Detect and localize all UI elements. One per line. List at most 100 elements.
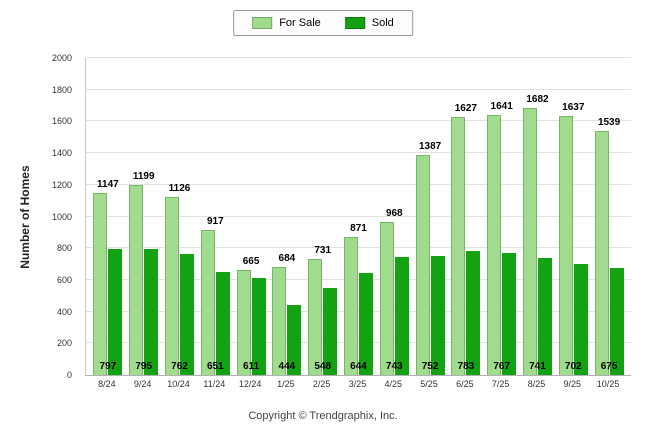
bar-for-sale (272, 266, 287, 375)
sold-value-label: 762 (171, 361, 188, 372)
bar-group: 1637 702 (555, 58, 591, 375)
for-sale-value-label: 1627 (454, 103, 477, 115)
bar-group: 665 611 (233, 58, 269, 375)
bar-sold (287, 304, 302, 375)
sold-value-label: 752 (421, 361, 439, 372)
gridline (86, 247, 631, 249)
x-tick-label: 8/24 (98, 379, 116, 389)
bar-for-sale (451, 117, 466, 375)
for-sale-value-label: 1147 (97, 179, 119, 191)
bar-sold (609, 268, 624, 375)
bar-for-sale (308, 259, 323, 375)
sold-value-label: 795 (135, 361, 153, 372)
x-tick-label: 2/25 (312, 379, 331, 389)
x-tick-label: 7/25 (491, 379, 510, 389)
for-sale-value-label: 1126 (168, 182, 191, 194)
bar-for-sale (164, 196, 179, 375)
plot-area: 1147 797 1199 795 1126 762 917 651 665 611 684 444 7… (85, 57, 631, 376)
y-tick-label: 800 (56, 243, 72, 254)
gridline (86, 278, 631, 280)
x-tick-label: 5/25 (420, 379, 438, 389)
bar-sold (179, 254, 194, 375)
bar-group: 731 548 (305, 58, 341, 375)
for-sale-value-label: 917 (206, 215, 224, 227)
bar-sold (108, 248, 123, 375)
y-axis-ticks: 0 200 400 600 800 1000 1200 1400 1600 1800 2000 (0, 53, 78, 380)
for-sale-value-label: 1387 (418, 141, 442, 153)
bar-group: 1126 762 (162, 58, 198, 375)
legend-item-for-sale: For Sale (252, 17, 321, 29)
for-sale-value-label: 1637 (562, 101, 585, 113)
y-tick-label: 1000 (51, 211, 72, 222)
bar-sold (144, 249, 159, 375)
gridline (86, 88, 631, 90)
x-tick-label: 9/24 (133, 379, 152, 389)
sold-value-label: 743 (385, 361, 403, 372)
bar-group: 871 644 (341, 58, 377, 375)
x-tick-label: 8/25 (527, 379, 546, 389)
x-axis-labels: 8/24 9/24 10/24 11/24 12/24 1/25 2/25 3/25 4/25 5… (85, 379, 630, 389)
sold-value-label: 797 (99, 361, 117, 372)
bar-group: 1641 767 (484, 58, 520, 375)
sold-value-label: 444 (278, 361, 296, 372)
for-sale-value-label: 1682 (526, 94, 549, 106)
sold-value-label: 611 (243, 361, 260, 372)
for-sale-value-label: 1199 (132, 170, 155, 182)
bar-group: 1387 752 (412, 58, 448, 375)
bar-sold (430, 255, 445, 375)
for-sale-value-label: 1539 (597, 117, 621, 129)
legend-for-sale-label: For Sale (279, 17, 321, 29)
gridline (86, 183, 631, 185)
x-tick-label: 9/25 (563, 379, 582, 389)
legend-item-sold: Sold (344, 17, 394, 29)
bar-for-sale (129, 184, 144, 375)
bar-for-sale (200, 229, 215, 375)
chart-legend: For Sale Sold (233, 10, 413, 36)
bar-groups: 1147 797 1199 795 1126 762 917 651 665 611 684 444 7… (86, 58, 631, 375)
y-tick-label: 600 (56, 274, 72, 285)
bar-sold (394, 257, 409, 375)
for-sale-value-label: 684 (278, 252, 296, 264)
bar-sold (502, 253, 517, 375)
bar-for-sale (415, 155, 430, 375)
bar-for-sale (487, 114, 502, 375)
sold-value-label: 548 (314, 361, 332, 372)
x-tick-label: 10/24 (167, 379, 190, 389)
bar-sold (466, 250, 481, 375)
bar-group: 1147 797 (90, 58, 126, 375)
sold-value-label: 702 (564, 361, 582, 372)
for-sale-value-label: 731 (314, 245, 332, 257)
bar-for-sale (379, 221, 394, 375)
bar-for-sale (522, 108, 537, 375)
bar-sold (215, 271, 230, 375)
y-tick-label: 1400 (51, 148, 72, 159)
gridline (86, 310, 631, 312)
bar-sold (537, 257, 552, 375)
x-tick-label: 10/25 (596, 379, 620, 389)
bar-group: 1682 741 (520, 58, 556, 375)
bar-for-sale (594, 131, 609, 375)
bar-group: 684 444 (269, 58, 305, 375)
copyright-text: Copyright © Trendgraphix, Inc. (248, 410, 398, 422)
for-sale-value-label: 871 (350, 222, 367, 234)
sold-value-label: 675 (600, 361, 618, 372)
bar-group: 1539 675 (591, 58, 627, 375)
sold-value-label: 651 (206, 361, 224, 372)
x-tick-label: 1/25 (277, 379, 295, 389)
y-tick-label: 200 (56, 338, 72, 349)
bar-group: 1199 795 (126, 58, 162, 375)
y-tick-label: 1800 (51, 84, 72, 95)
for-sale-swatch-icon (252, 17, 273, 29)
gridline (86, 120, 631, 122)
for-sale-value-label: 1641 (490, 100, 513, 112)
y-tick-label: 2000 (51, 53, 72, 63)
bar-for-sale (343, 236, 358, 375)
bar-group: 1627 783 (448, 58, 484, 375)
x-tick-label: 3/25 (348, 379, 367, 389)
x-tick-label: 6/25 (456, 379, 474, 389)
for-sale-value-label: 665 (242, 255, 260, 267)
bar-for-sale (558, 115, 573, 375)
sold-swatch-icon (344, 17, 365, 29)
y-tick-label: 1600 (51, 116, 72, 127)
